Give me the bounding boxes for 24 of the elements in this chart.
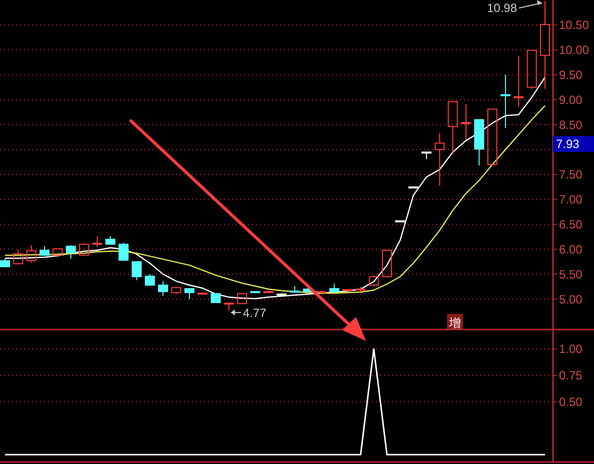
y-tick-label: 0.75 <box>559 368 583 383</box>
y-tick-label: 8.50 <box>559 118 583 132</box>
y-tick-label: 7.50 <box>559 168 583 182</box>
candlestick <box>514 55 524 108</box>
y-tick-label: 6.00 <box>559 242 583 256</box>
y-tick-label: 0.50 <box>559 395 583 410</box>
text: 7.93 <box>556 137 580 152</box>
candlestick <box>460 104 471 140</box>
y-tick-label: 5.00 <box>559 292 583 306</box>
y-tick-label: 10.50 <box>559 18 590 32</box>
y-tick-label: 9.00 <box>559 92 583 107</box>
annotation: 10.98 <box>486 1 518 16</box>
annotation: 增 <box>448 316 461 330</box>
y-tick-label: 1.00 <box>559 342 583 356</box>
annotation: 4.77 <box>242 306 267 320</box>
line-series <box>4 105 546 294</box>
y-tick-label: 6.50 <box>559 218 583 232</box>
y-tick-label: 9.50 <box>559 68 583 82</box>
line-series <box>4 76 546 300</box>
y-tick-label: 7.00 <box>559 192 583 207</box>
y-tick-label: 5.50 <box>559 267 583 282</box>
candlestick <box>500 74 510 129</box>
candlestick <box>434 132 445 186</box>
y-tick-label: 10.00 <box>559 43 590 58</box>
